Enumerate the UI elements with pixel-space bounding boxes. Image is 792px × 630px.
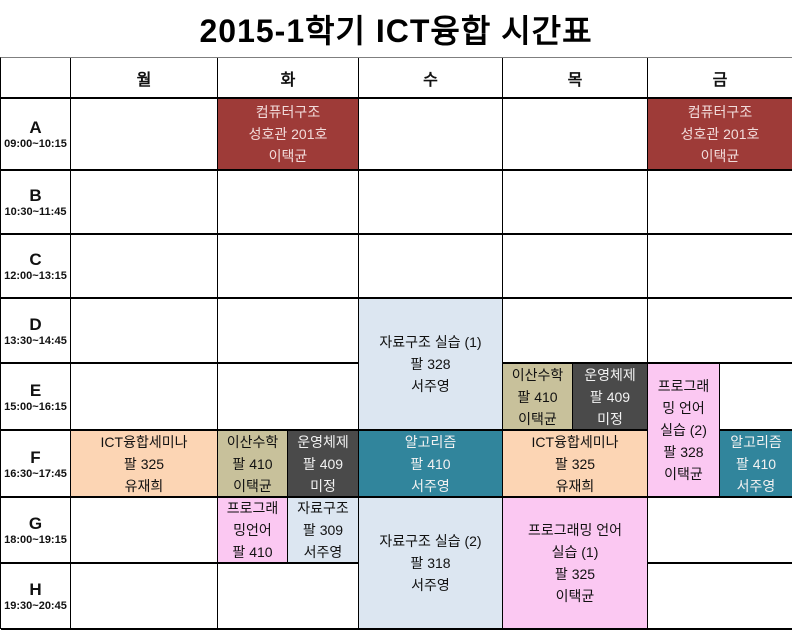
empty-cell-fri-E-right[interactable] — [720, 364, 792, 431]
period-label-F[interactable]: F 16:30~17:45 — [1, 431, 71, 498]
cell-tue-G-prog-lang[interactable]: 프로그래 밍언어 팔 410 — [218, 498, 288, 564]
cell-tue-F-os[interactable]: 운영체제 팔 409 미정 — [288, 431, 359, 498]
corner-cell[interactable] — [1, 58, 71, 99]
day-header-tue[interactable]: 화 — [218, 58, 359, 99]
page-title: 2015-1학기 ICT융합 시간표 — [199, 12, 593, 49]
empty-cell-wed-C[interactable] — [359, 235, 503, 299]
empty-cell-tue-D[interactable] — [218, 299, 359, 364]
cell-wed-DE-data-struct-lab1[interactable]: 자료구조 실습 (1) 팔 328 서주영 — [359, 299, 503, 431]
empty-cell-mon-A[interactable] — [71, 99, 218, 171]
period-time: 16:30~17:45 — [4, 467, 67, 480]
period-label-H[interactable]: H 19:30~20:45 — [1, 564, 71, 630]
period-label-G[interactable]: G 18:00~19:15 — [1, 498, 71, 564]
empty-cell-thu-C[interactable] — [503, 235, 648, 299]
cell-tue-A-computer-arch[interactable]: 컴퓨터구조 성호관 201호 이택균 — [218, 99, 359, 171]
cell-thu-F-ict-seminar[interactable]: ICT융합세미나 팔 325 유재희 — [503, 431, 648, 498]
period-letter: C — [29, 250, 42, 269]
empty-cell-mon-H[interactable] — [71, 564, 218, 630]
empty-cell-mon-E[interactable] — [71, 364, 218, 431]
empty-cell-wed-B[interactable] — [359, 171, 503, 235]
empty-cell-fri-D[interactable] — [648, 299, 792, 364]
period-label-D[interactable]: D 13:30~14:45 — [1, 299, 71, 364]
period-letter: A — [29, 118, 42, 137]
period-label-A[interactable]: A 09:00~10:15 — [1, 99, 71, 171]
period-letter: B — [29, 186, 42, 205]
empty-cell-fri-B[interactable] — [648, 171, 792, 235]
period-time: 15:00~16:15 — [4, 400, 67, 413]
empty-cell-tue-B[interactable] — [218, 171, 359, 235]
empty-cell-thu-B[interactable] — [503, 171, 648, 235]
day-header-wed[interactable]: 수 — [359, 58, 503, 99]
empty-cell-tue-E[interactable] — [218, 364, 359, 431]
period-label-E[interactable]: E 15:00~16:15 — [1, 364, 71, 431]
cell-thu-E-discrete-math[interactable]: 이산수학 팔 410 이택균 — [503, 364, 573, 431]
period-time: 18:00~19:15 — [4, 534, 67, 546]
empty-cell-fri-H[interactable] — [648, 564, 792, 630]
empty-cell-fri-G[interactable] — [648, 498, 792, 564]
period-letter: G — [28, 514, 43, 533]
period-label-B[interactable]: B 10:30~11:45 — [1, 171, 71, 235]
empty-cell-thu-A[interactable] — [503, 99, 648, 171]
empty-cell-mon-B[interactable] — [71, 171, 218, 235]
cell-tue-G-data-struct[interactable]: 자료구조 팔 309 서주영 — [288, 498, 359, 564]
cell-thu-E-os[interactable]: 운영체제 팔 409 미정 — [573, 364, 648, 431]
period-time: 09:00~10:15 — [4, 138, 67, 150]
empty-cell-mon-G[interactable] — [71, 498, 218, 564]
empty-cell-mon-D[interactable] — [71, 299, 218, 364]
cell-fri-A-computer-arch[interactable]: 컴퓨터구조 성호관 201호 이택균 — [648, 99, 792, 171]
cell-fri-EF-prog-lang-lab2[interactable]: 프로그래 밍 언어 실습 (2) 팔 328 이택균 — [648, 364, 720, 498]
empty-cell-tue-C[interactable] — [218, 235, 359, 299]
period-letter: F — [30, 447, 41, 467]
period-time: 10:30~11:45 — [4, 206, 67, 218]
period-letter: D — [29, 314, 42, 334]
timetable-grid: 월 화 수 목 금 A 09:00~10:15 B 10:30~11:45 C … — [0, 57, 792, 630]
period-label-C[interactable]: C 12:00~13:15 — [1, 235, 71, 299]
cell-mon-F-ict-seminar[interactable]: ICT융합세미나 팔 325 유재희 — [71, 431, 218, 498]
empty-cell-tue-H[interactable] — [218, 564, 359, 630]
cell-wed-GH-data-struct-lab2[interactable]: 자료구조 실습 (2) 팔 318 서주영 — [359, 498, 503, 630]
cell-tue-F-discrete-math[interactable]: 이산수학 팔 410 이택균 — [218, 431, 288, 498]
period-time: 19:30~20:45 — [4, 600, 67, 612]
period-time: 12:00~13:15 — [4, 270, 67, 282]
cell-wed-F-algorithm[interactable]: 알고리즘 팔 410 서주영 — [359, 431, 503, 498]
empty-cell-thu-D[interactable] — [503, 299, 648, 364]
cell-thu-GH-prog-lang-lab1[interactable]: 프로그래밍 언어 실습 (1) 팔 325 이택균 — [503, 498, 648, 630]
day-header-thu[interactable]: 목 — [503, 58, 648, 99]
period-time: 13:30~14:45 — [4, 334, 67, 347]
cell-fri-F-algorithm[interactable]: 알고리즘 팔 410 서주영 — [720, 431, 792, 498]
day-header-fri[interactable]: 금 — [648, 58, 792, 99]
day-header-mon[interactable]: 월 — [71, 58, 218, 99]
period-letter: E — [29, 380, 42, 400]
empty-cell-mon-C[interactable] — [71, 235, 218, 299]
empty-cell-fri-C[interactable] — [648, 235, 792, 299]
period-letter: H — [29, 580, 42, 599]
empty-cell-wed-A[interactable] — [359, 99, 503, 171]
